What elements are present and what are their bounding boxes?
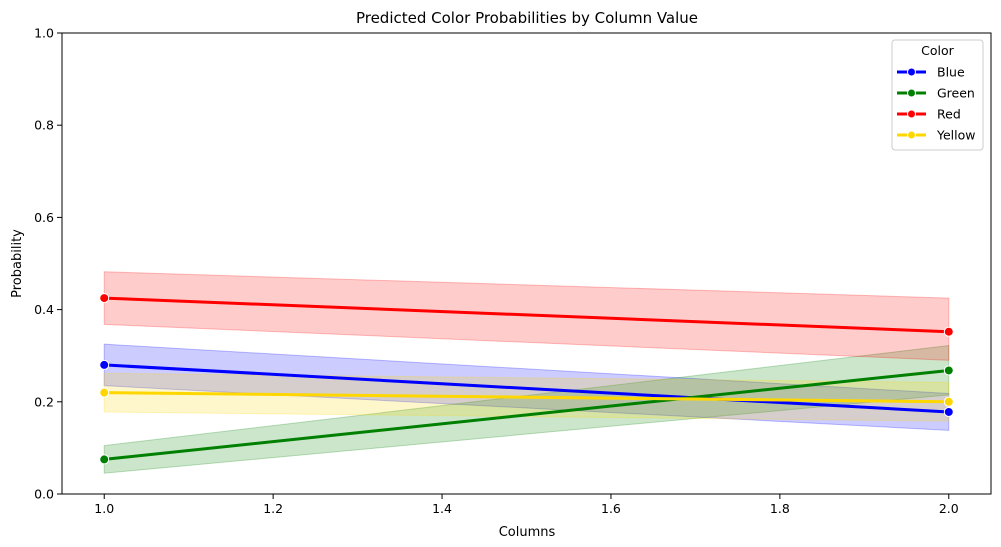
y-tick-label: 0.2 — [34, 394, 54, 409]
x-tick-label: 1.2 — [263, 501, 283, 516]
x-tick-label: 1.8 — [770, 501, 790, 516]
y-tick-label: 0.6 — [34, 210, 54, 225]
legend-marker-red — [907, 109, 916, 119]
data-point-red — [99, 293, 110, 304]
series-line-green — [104, 368, 949, 461]
legend-box — [891, 39, 984, 151]
data-point-red — [943, 326, 954, 337]
y-tick-label: 1.0 — [34, 26, 54, 41]
series-line-red — [104, 296, 949, 334]
legend-title: Color — [921, 43, 954, 58]
x-tick-label: 2.0 — [939, 501, 959, 516]
chart-title: Predicted Color Probabilities by Column … — [356, 9, 698, 27]
series-lines — [99, 293, 954, 465]
data-point-blue — [99, 359, 110, 370]
x-tick-label: 1.6 — [601, 501, 621, 516]
legend-label-blue: Blue — [937, 65, 965, 80]
y-tick-label: 0.8 — [34, 118, 54, 133]
y-axis-label: Probability — [10, 229, 25, 298]
legend-label-red: Red — [937, 107, 961, 122]
data-point-green — [99, 454, 110, 465]
data-point-yellow — [99, 387, 110, 398]
y-tick-label: 0.4 — [34, 302, 54, 317]
legend: Color Blue Green Red Yellow — [891, 39, 984, 151]
data-point-blue — [943, 406, 954, 417]
legend-label-yellow: Yellow — [936, 128, 975, 143]
plot-frame — [61, 32, 992, 495]
legend-marker-yellow — [907, 130, 916, 140]
legend-label-green: Green — [937, 86, 975, 101]
data-point-green — [943, 365, 954, 376]
x-tick-label: 1.4 — [432, 501, 452, 516]
axes: 1.0 1.2 1.4 1.6 1.8 2.0 0.0 0.2 0.4 0.6 0.8 1.0 — [34, 26, 959, 517]
x-tick-label: 1.0 — [94, 501, 114, 516]
data-point-yellow — [943, 396, 954, 407]
x-axis-label: Columns — [499, 525, 556, 540]
series-line-yellow — [104, 391, 949, 404]
legend-marker-green — [907, 88, 916, 98]
series-line-blue — [104, 363, 949, 414]
legend-marker-blue — [907, 67, 916, 77]
y-tick-label: 0.0 — [34, 487, 54, 502]
